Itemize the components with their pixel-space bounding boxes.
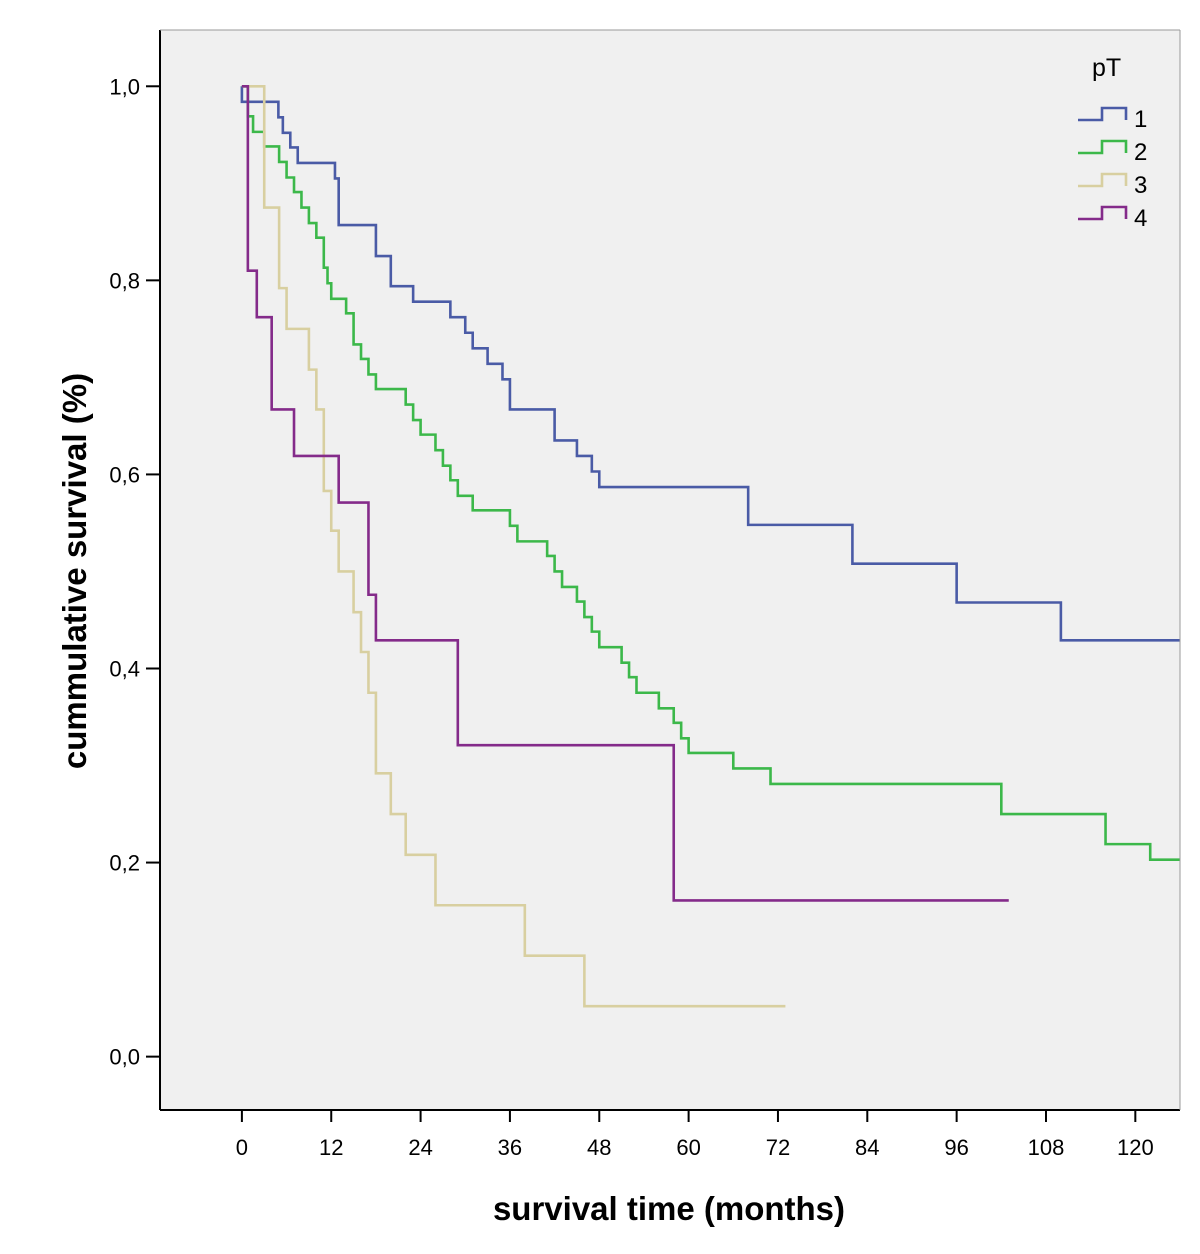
x-tick-label: 36 xyxy=(498,1135,522,1160)
legend-swatch-2 xyxy=(1078,139,1128,155)
series-4-line xyxy=(241,84,1009,902)
series-3-line xyxy=(241,84,786,1008)
x-tick-label: 120 xyxy=(1117,1135,1154,1160)
legend-label-1: 1 xyxy=(1134,106,1147,133)
legend-label-4: 4 xyxy=(1134,205,1147,232)
x-tick-label: 72 xyxy=(766,1135,790,1160)
legend-title: pT xyxy=(1092,54,1121,82)
y-axis-title: cummulative survival (%) xyxy=(56,373,93,769)
y-tick-label: 0,6 xyxy=(109,462,140,487)
legend-swatch-1 xyxy=(1078,106,1128,122)
x-tick-label: 60 xyxy=(676,1135,700,1160)
y-tick-label: 1,0 xyxy=(109,74,140,99)
y-tick-label: 0,0 xyxy=(109,1045,140,1070)
plot-area xyxy=(160,30,1180,1110)
y-tick-label: 0,4 xyxy=(109,656,140,681)
x-tick-label: 0 xyxy=(236,1135,248,1160)
series-2-line xyxy=(241,84,1180,861)
x-tick-label: 108 xyxy=(1028,1135,1065,1160)
legend-label-2: 2 xyxy=(1134,139,1147,166)
x-tick-label: 12 xyxy=(319,1135,343,1160)
x-tick-label: 84 xyxy=(855,1135,879,1160)
series-layer xyxy=(240,84,1180,1008)
legend-label-3: 3 xyxy=(1134,172,1147,199)
x-axis-title: survival time (months) xyxy=(493,1190,845,1227)
x-ticks: 0 12 24 36 48 60 72 84 96 108 120 xyxy=(236,1110,1154,1160)
legend: pT 1 2 3 4 xyxy=(1078,54,1147,232)
y-ticks: 0,0 0,2 0,4 0,6 0,8 1,0 xyxy=(109,74,160,1070)
y-tick-label: 0,2 xyxy=(109,851,140,876)
x-tick-label: 48 xyxy=(587,1135,611,1160)
y-tick-label: 0,8 xyxy=(109,268,140,293)
legend-swatch-3 xyxy=(1078,172,1128,188)
legend-swatch-4 xyxy=(1078,205,1128,221)
x-tick-label: 96 xyxy=(944,1135,968,1160)
series-1-line xyxy=(240,86,1180,642)
x-tick-label: 24 xyxy=(408,1135,432,1160)
